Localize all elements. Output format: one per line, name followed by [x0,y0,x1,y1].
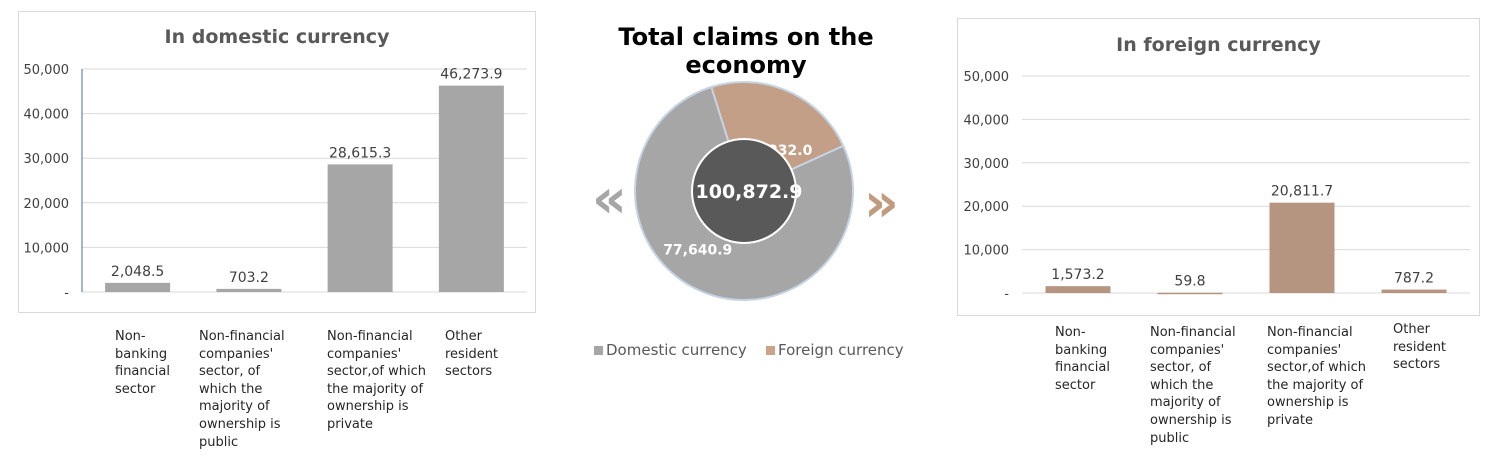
foreign-chart-title: In foreign currency [1116,34,1321,56]
legend-domestic-swatch [594,346,603,355]
legend-foreign: Foreign currency [766,341,904,359]
domestic-y-tick-label: 10,000 [24,241,70,256]
foreign-bar [1045,286,1111,293]
legend-foreign-swatch [766,346,775,355]
foreign-y-tick-label: 10,000 [964,244,1010,259]
domestic-category-label-1: Non-banking financial sector [115,329,170,397]
foreign-y-tick-label: 20,000 [964,200,1010,215]
foreign-category-label-2: Non-financial companies' sector, of which t… [1150,325,1236,446]
foreign-bar [1269,202,1335,293]
legend-domestic-label: Domestic currency [606,341,747,359]
foreign-y-tick-label: 50,000 [964,70,1010,85]
domestic-data-label: 46,273.9 [440,67,502,83]
domestic-chart-title: In domestic currency [164,26,390,48]
domestic-y-tick-label: - [64,286,69,301]
domestic-y-tick-label: 30,000 [24,152,70,167]
foreign-bar [1381,289,1447,293]
foreign-y-tick-label: - [1004,287,1009,302]
foreign-data-label: 787.2 [1394,271,1434,287]
domestic-category-label-3: Non-financial companies' sector,of which th… [327,329,426,432]
foreign-bar [1157,292,1223,295]
pie-center-hole [691,138,797,244]
legend-domestic: Domestic currency [594,341,747,359]
domestic-bar [327,164,393,292]
foreign-category-label-1: Non-banking financial sector [1055,325,1110,393]
domestic-data-label: 2,048.5 [111,264,164,280]
domestic-y-tick-label: 40,000 [24,108,70,123]
chevron-left-icon[interactable]: « [592,167,627,230]
pie-data-label: 77,640.9 [663,242,732,258]
foreign-y-tick-label: 30,000 [964,157,1010,172]
domestic-bar [105,282,171,292]
domestic-y-tick-label: 20,000 [24,197,70,212]
domestic-y-tick-label: 50,000 [24,63,70,78]
legend-foreign-label: Foreign currency [778,341,904,359]
domestic-category-label-2: Non-financial companies' sector, of which t… [199,329,285,450]
foreign-data-label: 1,573.2 [1051,267,1104,283]
domestic-bar [438,85,504,292]
foreign-category-label-4: Other resident sectors [1393,322,1447,373]
foreign-y-tick-label: 40,000 [964,113,1010,128]
pie-total-label: 100,872.9 [696,181,803,203]
foreign-data-label: 20,811.7 [1271,184,1333,200]
domestic-bar [216,288,282,292]
pie-chart-title: Total claims on the economy [618,23,874,79]
foreign-data-label: 59.8 [1174,274,1205,290]
domestic-category-label-4: Other resident sectors [445,329,499,380]
domestic-data-label: 28,615.3 [329,145,391,161]
domestic-data-label: 703.2 [229,270,269,286]
foreign-chart-panel: In foreign currency [957,18,1480,316]
foreign-category-label-3: Non-financial companies' sector,of which th… [1267,325,1366,428]
chevron-right-icon[interactable]: » [864,171,899,234]
